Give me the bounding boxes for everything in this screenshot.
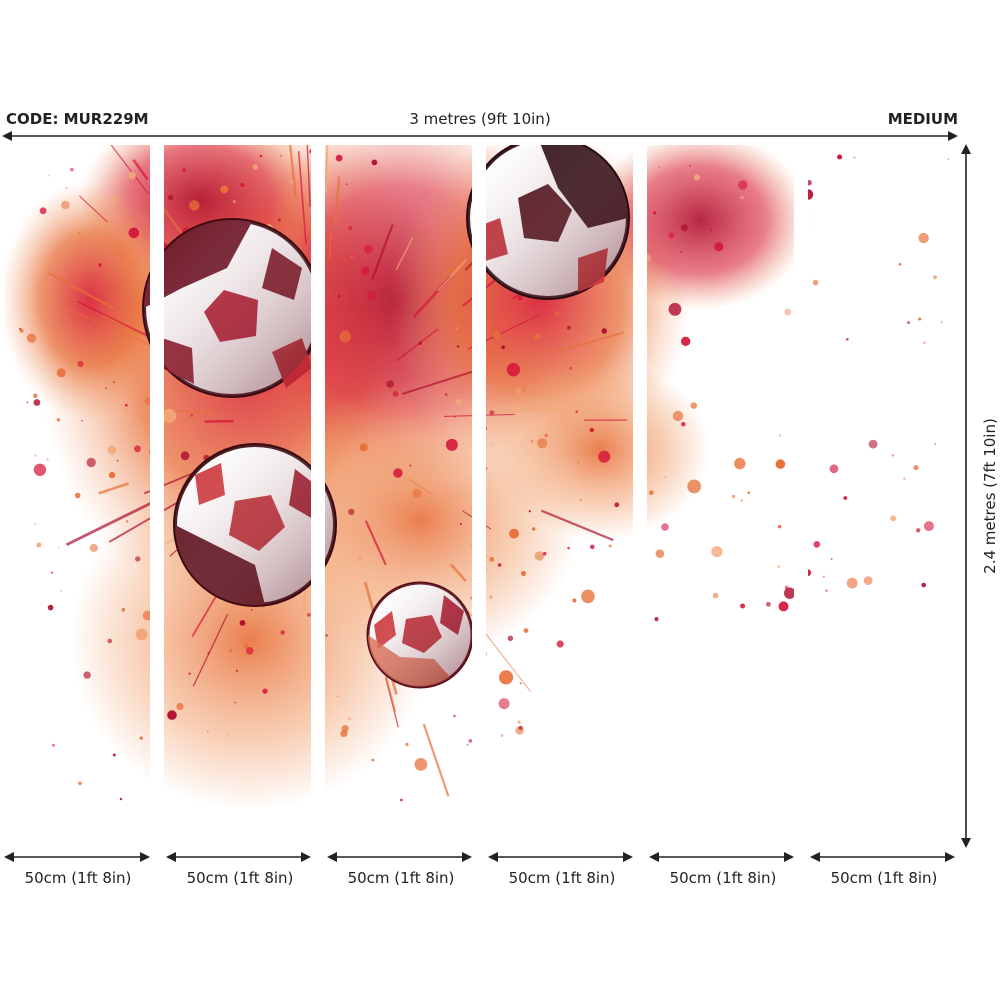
total-width-label: 3 metres (9ft 10in) [409,110,551,128]
panel-6-width-arrow [810,852,955,862]
splash-blobs [4,145,810,810]
panel-4-width-arrow [488,852,633,862]
panel-gap-4 [633,140,647,860]
panel-1-width-label: 50cm (1ft 8in) [24,869,132,887]
panel-4-width-label: 50cm (1ft 8in) [508,869,616,887]
panel-5-width-arrow [649,852,794,862]
panel-gap-1 [150,140,164,860]
panel-6-width-label: 50cm (1ft 8in) [830,869,938,887]
football-2 [466,145,630,300]
total-height-label: 2.4 metres (7ft 10in) [981,418,999,574]
panel-gap-3 [472,140,486,860]
panel-2-width-label: 50cm (1ft 8in) [186,869,294,887]
height-arrow [961,144,971,848]
football-4 [366,581,474,689]
football-1 [142,218,322,398]
panel-width-arrows [4,852,955,862]
panel-1-width-arrow [4,852,150,862]
width-arrow [2,131,958,141]
panel-5-width-label: 50cm (1ft 8in) [669,869,777,887]
product-code: CODE: MUR229M [6,110,149,128]
panel-2-width-arrow [166,852,311,862]
panel-gap-2 [311,140,325,860]
panel-3-width-label: 50cm (1ft 8in) [347,869,455,887]
panel-gap-5 [794,140,808,860]
panel-3-width-arrow [327,852,472,862]
size-label: MEDIUM [887,110,958,128]
football-3 [173,443,337,607]
panel-gaps [150,140,808,860]
